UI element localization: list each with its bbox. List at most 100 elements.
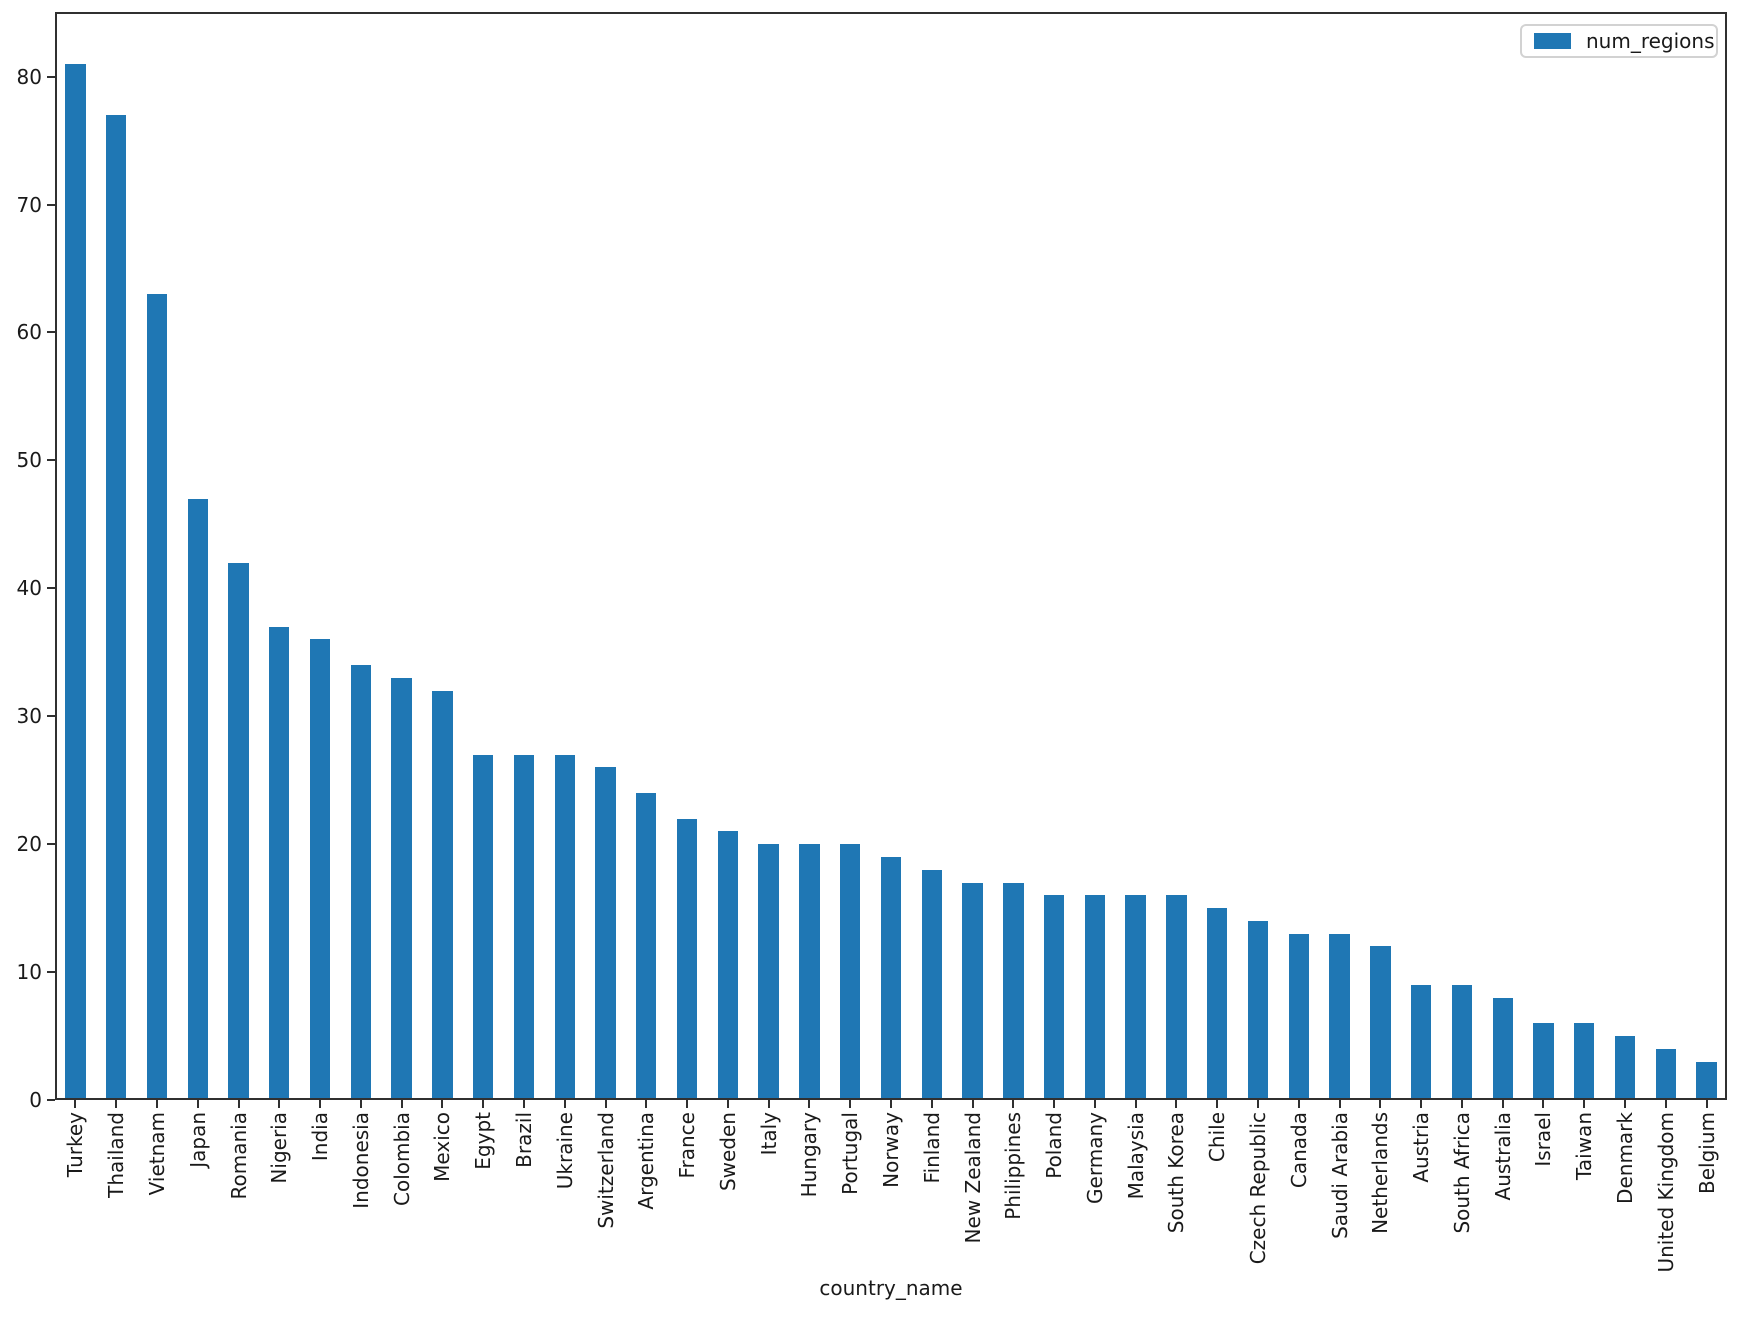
x-tick-mark (767, 1100, 770, 1108)
bar-denmark (1614, 1036, 1636, 1100)
x-tick-label-vietnam: Vietnam (144, 1112, 169, 1196)
x-tick-mark (1583, 1100, 1586, 1108)
bar-portugal (840, 844, 861, 1100)
x-tick-mark (1257, 1100, 1260, 1108)
bar-belgium (1696, 1061, 1717, 1100)
bar-south-korea (1166, 895, 1187, 1100)
x-tick-mark (1624, 1100, 1627, 1108)
x-tick-label-philippines: Philippines (1001, 1112, 1026, 1220)
x-tick-mark (278, 1100, 281, 1108)
y-tick-label-40: 40 (16, 576, 42, 601)
bar-chile (1207, 908, 1228, 1100)
legend: num_regions (1520, 24, 1718, 58)
x-tick-label-portugal: Portugal (838, 1112, 863, 1195)
x-tick-mark (971, 1100, 974, 1108)
bar-philippines (1003, 882, 1024, 1100)
x-tick-label-germany: Germany (1082, 1112, 1107, 1204)
x-tick-mark (1175, 1100, 1178, 1108)
x-tick-mark (1053, 1100, 1056, 1108)
y-tick-label-20: 20 (16, 832, 42, 857)
bar-czech-republic (1247, 920, 1269, 1100)
x-tick-mark (849, 1100, 852, 1108)
x-tick-label-malaysia: Malaysia (1123, 1112, 1148, 1200)
x-tick-mark (890, 1100, 892, 1108)
x-tick-label-taiwan: Taiwan (1572, 1112, 1597, 1181)
x-tick-mark (604, 1100, 607, 1108)
x-tick-label-netherlands: Netherlands (1368, 1112, 1393, 1234)
bar-egypt (473, 754, 494, 1100)
bar-australia (1492, 997, 1513, 1100)
x-tick-label-thailand: Thailand (104, 1112, 129, 1198)
bar-germany (1084, 895, 1106, 1100)
x-tick-label-argentina: Argentina (634, 1112, 659, 1210)
x-tick-label-chile: Chile (1205, 1112, 1230, 1163)
x-tick-mark (155, 1100, 158, 1108)
x-tick-mark (1501, 1100, 1504, 1108)
bar-turkey (65, 63, 86, 1100)
x-tick-mark (1012, 1100, 1015, 1108)
bar-romania (228, 562, 249, 1100)
x-tick-mark (319, 1100, 322, 1108)
bar-japan (187, 498, 208, 1100)
x-tick-mark (1460, 1100, 1463, 1108)
x-tick-label-finland: Finland (919, 1112, 944, 1184)
bar-finland (921, 869, 942, 1100)
bars-layer (55, 12, 1727, 1100)
x-tick-mark (196, 1100, 199, 1108)
x-tick-label-austria: Austria (1409, 1112, 1434, 1183)
y-tick-label-80: 80 (16, 64, 42, 89)
plot-area (55, 12, 1727, 1100)
bar-hungary (799, 844, 820, 1100)
x-tick-label-south-africa: South Africa (1449, 1112, 1474, 1234)
x-tick-label-south-korea: South Korea (1164, 1112, 1189, 1234)
y-tick-mark (47, 843, 55, 846)
x-tick-mark (1134, 1100, 1137, 1108)
x-tick-mark (482, 1100, 485, 1108)
y-tick-mark (47, 971, 55, 974)
bar-new-zealand (962, 882, 983, 1100)
x-tick-label-indonesia: Indonesia (348, 1112, 373, 1209)
y-tick-mark (47, 1099, 55, 1101)
x-tick-label-italy: Italy (756, 1112, 781, 1156)
bar-indonesia (350, 665, 372, 1100)
x-tick-mark (563, 1100, 566, 1108)
bar-brazil (513, 754, 535, 1100)
bar-israel (1533, 1023, 1554, 1100)
x-tick-mark (359, 1100, 362, 1108)
y-tick-label-10: 10 (16, 960, 42, 985)
x-tick-mark (1297, 1100, 1300, 1108)
x-tick-label-brazil: Brazil (511, 1112, 536, 1168)
x-tick-mark (930, 1100, 933, 1108)
bar-mexico (432, 690, 453, 1100)
bar-nigeria (269, 626, 290, 1100)
y-tick-mark (47, 587, 55, 590)
bar-taiwan (1574, 1023, 1595, 1100)
bar-malaysia (1125, 895, 1146, 1100)
bar-italy (758, 844, 779, 1100)
x-tick-label-denmark: Denmark (1613, 1112, 1638, 1204)
bar-poland (1043, 895, 1065, 1100)
x-tick-label-turkey: Turkey (63, 1112, 88, 1178)
legend-swatch-icon (1534, 33, 1571, 49)
x-tick-mark (115, 1100, 118, 1108)
y-tick-label-0: 0 (29, 1088, 42, 1112)
x-tick-mark (1542, 1100, 1545, 1108)
x-tick-mark (237, 1100, 240, 1108)
x-tick-label-norway: Norway (879, 1112, 903, 1188)
x-tick-label-france: France (675, 1112, 700, 1179)
x-tick-mark (400, 1100, 403, 1108)
x-tick-label-india: India (308, 1112, 333, 1162)
x-tick-label-mexico: Mexico (430, 1112, 455, 1182)
x-tick-mark (522, 1100, 525, 1108)
bar-norway (880, 856, 902, 1100)
x-tick-mark (1379, 1100, 1382, 1108)
bar-canada (1288, 933, 1309, 1100)
y-tick-mark (47, 459, 55, 462)
x-tick-mark (1705, 1100, 1708, 1108)
bar-switzerland (595, 767, 616, 1100)
x-tick-mark (1664, 1100, 1667, 1108)
bar-thailand (105, 114, 127, 1100)
x-tick-label-nigeria: Nigeria (267, 1112, 292, 1184)
y-tick-mark (47, 203, 55, 206)
